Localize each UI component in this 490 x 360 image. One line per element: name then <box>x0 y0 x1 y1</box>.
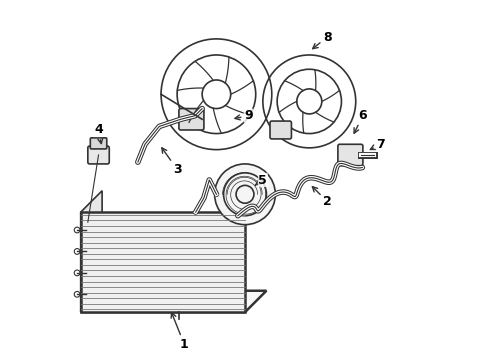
Text: 5: 5 <box>255 174 267 186</box>
Text: 7: 7 <box>370 138 385 151</box>
Text: 8: 8 <box>313 31 331 49</box>
Text: 4: 4 <box>94 123 103 144</box>
Polygon shape <box>81 191 102 312</box>
FancyBboxPatch shape <box>88 146 109 164</box>
Circle shape <box>74 292 80 297</box>
Circle shape <box>74 249 80 254</box>
Text: 1: 1 <box>171 312 189 351</box>
Text: 6: 6 <box>354 109 367 133</box>
Text: 2: 2 <box>312 186 332 208</box>
FancyBboxPatch shape <box>90 138 107 149</box>
FancyBboxPatch shape <box>338 144 363 166</box>
Circle shape <box>215 164 275 225</box>
Circle shape <box>74 227 80 233</box>
Polygon shape <box>81 291 267 312</box>
FancyBboxPatch shape <box>270 121 292 139</box>
Circle shape <box>74 270 80 276</box>
FancyBboxPatch shape <box>179 109 204 130</box>
Polygon shape <box>81 212 245 312</box>
Text: 3: 3 <box>162 148 181 176</box>
Text: 9: 9 <box>235 109 253 122</box>
